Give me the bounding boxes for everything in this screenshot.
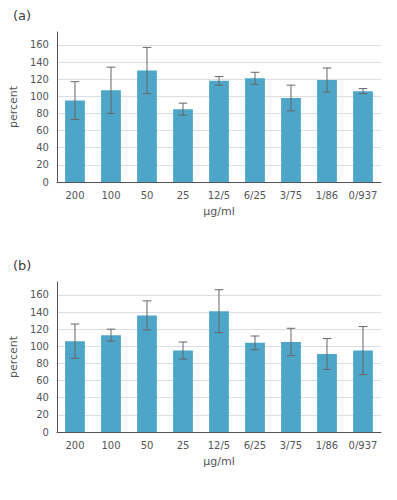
svg-text:80: 80 (36, 108, 49, 119)
svg-text:(a): (a) (13, 8, 31, 23)
svg-text:3/75: 3/75 (280, 190, 302, 201)
svg-text:60: 60 (36, 375, 49, 386)
svg-text:60: 60 (36, 125, 49, 136)
svg-text:100: 100 (30, 91, 49, 102)
svg-text:μg/ml: μg/ml (203, 205, 234, 218)
svg-text:6/25: 6/25 (244, 440, 266, 451)
svg-text:12/5: 12/5 (208, 440, 230, 451)
svg-text:25: 25 (177, 440, 190, 451)
svg-text:0: 0 (43, 427, 49, 438)
svg-text:1/86: 1/86 (316, 440, 338, 451)
svg-text:200: 200 (65, 190, 84, 201)
svg-text:100: 100 (30, 341, 49, 352)
svg-text:140: 140 (30, 307, 49, 318)
svg-text:40: 40 (36, 392, 49, 403)
svg-text:200: 200 (65, 440, 84, 451)
svg-text:0/937: 0/937 (349, 440, 378, 451)
svg-text:6/25: 6/25 (244, 190, 266, 201)
svg-text:50: 50 (141, 190, 154, 201)
svg-text:140: 140 (30, 57, 49, 68)
svg-text:0: 0 (43, 177, 49, 188)
svg-text:50: 50 (141, 440, 154, 451)
svg-text:40: 40 (36, 142, 49, 153)
svg-text:percent: percent (7, 85, 20, 128)
svg-text:(b): (b) (13, 258, 31, 273)
svg-text:25: 25 (177, 190, 190, 201)
svg-text:1/86: 1/86 (316, 190, 338, 201)
svg-text:12/5: 12/5 (208, 190, 230, 201)
svg-text:20: 20 (36, 409, 49, 420)
svg-text:160: 160 (30, 39, 49, 50)
svg-text:80: 80 (36, 358, 49, 369)
svg-text:20: 20 (36, 159, 49, 170)
svg-text:0/937: 0/937 (349, 190, 378, 201)
svg-text:μg/ml: μg/ml (203, 455, 234, 468)
svg-text:100: 100 (101, 440, 120, 451)
svg-text:3/75: 3/75 (280, 440, 302, 451)
svg-text:percent: percent (7, 335, 20, 378)
svg-text:120: 120 (30, 74, 49, 85)
svg-text:160: 160 (30, 289, 49, 300)
svg-text:120: 120 (30, 324, 49, 335)
svg-text:100: 100 (101, 190, 120, 201)
